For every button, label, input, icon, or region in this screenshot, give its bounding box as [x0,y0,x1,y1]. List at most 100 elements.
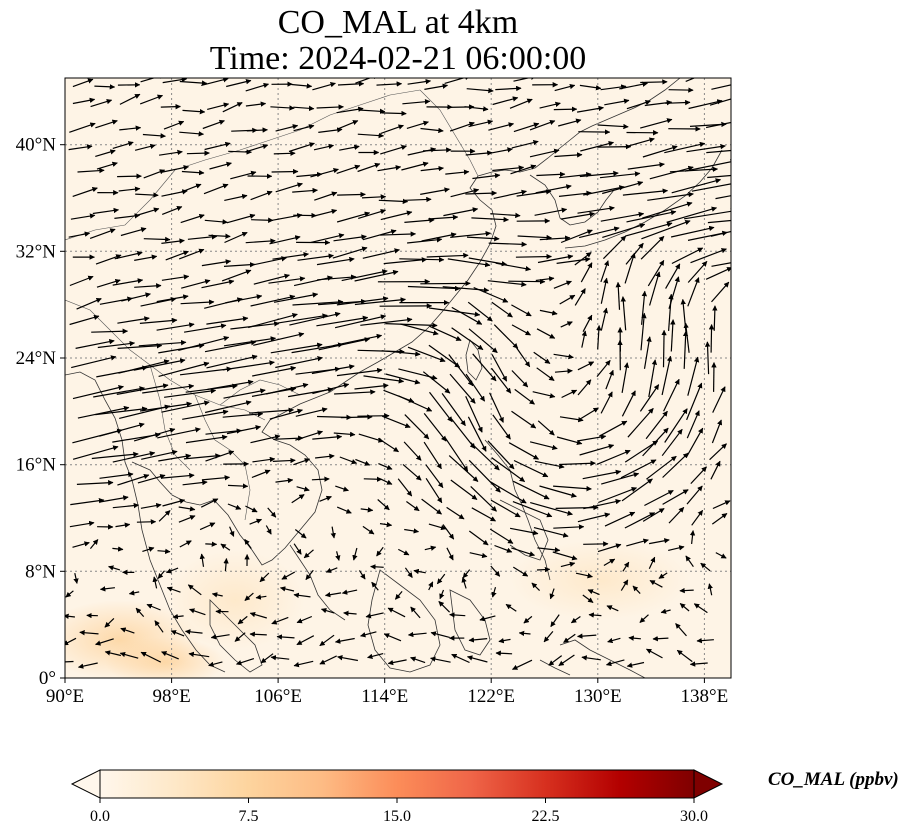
wind-vector [371,581,379,591]
wind-vector [91,451,139,460]
wind-vector [295,430,324,441]
wind-vector [449,612,466,618]
wind-vector [535,276,555,282]
wind-vector [161,472,195,479]
wind-vector [468,328,498,354]
wind-vector [685,78,696,82]
colorbar-tick-label: 15.0 [383,808,411,825]
wind-vector [449,121,475,132]
wind-vector [689,661,708,667]
wind-vector [137,474,166,484]
wind-vector [271,168,299,175]
wind-vector [646,455,677,480]
wind-vector [606,605,619,612]
wind-vector [380,124,404,135]
wind-vector [574,288,586,306]
wind-vector [157,570,165,579]
wind-vector [628,635,641,641]
wind-vector [181,169,205,176]
wind-vector [376,81,403,87]
wind-vector [112,451,156,463]
wind-vector [620,459,657,479]
wind-vector [632,585,641,595]
wind-vector [428,523,447,531]
wind-vector [512,480,550,500]
lon-tick-label: 130°E [574,686,622,707]
wind-vector [161,400,210,413]
wind-vector [252,456,276,463]
wind-vector [288,142,315,153]
wind-vector [112,546,124,552]
wind-vector [76,298,102,310]
wind-vector [357,132,385,139]
wind-vector [679,587,694,594]
lon-tick-label: 114°E [361,686,408,707]
colorbar-title: CO_MAL (ppbv) [768,769,899,790]
wind-vector [648,538,670,545]
wind-vector [268,276,306,284]
wind-vector [341,589,358,595]
wind-vector [707,174,731,179]
wind-vector [333,431,356,438]
wind-vector [554,368,573,374]
wind-vector [511,304,532,317]
wind-vector [693,603,708,614]
wind-vector [363,476,383,482]
colorbar-extend-min [70,769,101,799]
wind-vector [448,354,474,387]
wind-vector [165,250,189,261]
wind-vector [563,633,576,643]
wind-vector [549,588,555,600]
wind-vector [644,489,674,507]
wind-vector [184,629,203,635]
wind-vector [706,149,731,154]
wind-vector [712,500,731,510]
wind-vector [679,603,690,612]
wind-vector [423,413,447,442]
wind-vector [493,324,519,349]
wind-vector [494,544,513,553]
wind-vector [492,414,511,440]
wind-vector [367,653,384,660]
wind-vector [430,631,450,638]
wind-vector [687,260,708,283]
wind-vector [265,382,309,395]
wind-vector [117,316,150,324]
wind-vector [165,567,179,574]
wind-vector [379,521,393,528]
wind-vector [577,379,592,396]
wind-vector [498,637,511,644]
wind-vector [72,97,96,105]
wind-vector [665,263,681,289]
wind-vector [96,278,121,288]
wind-vector [291,494,305,504]
wind-vector [161,238,185,244]
wind-vector [387,659,407,666]
wind-vector [715,195,731,200]
wind-vector [204,340,257,353]
wind-vector [668,87,694,93]
wind-vector [407,147,437,156]
wind-vector [69,122,96,133]
wind-vector [319,655,337,665]
wind-vector [662,489,689,505]
wind-vector [115,522,131,528]
wind-vector [208,661,223,667]
wind-vector [172,613,184,620]
wind-vector [271,616,289,625]
wind-vector [164,388,217,398]
wind-vector [207,102,230,110]
wind-vector [661,355,673,396]
wind-vector [354,297,406,306]
wind-vector [552,551,578,561]
wind-vector [580,141,615,152]
wind-vector [599,171,641,179]
wind-vector [652,636,669,642]
wind-vector [381,415,411,429]
wind-vector [439,589,445,600]
colorbar-tick-label: 30.0 [680,808,708,825]
wind-vector [438,600,451,613]
wind-vector [553,106,578,112]
wind-vector [221,269,252,282]
wind-vector [448,455,479,482]
